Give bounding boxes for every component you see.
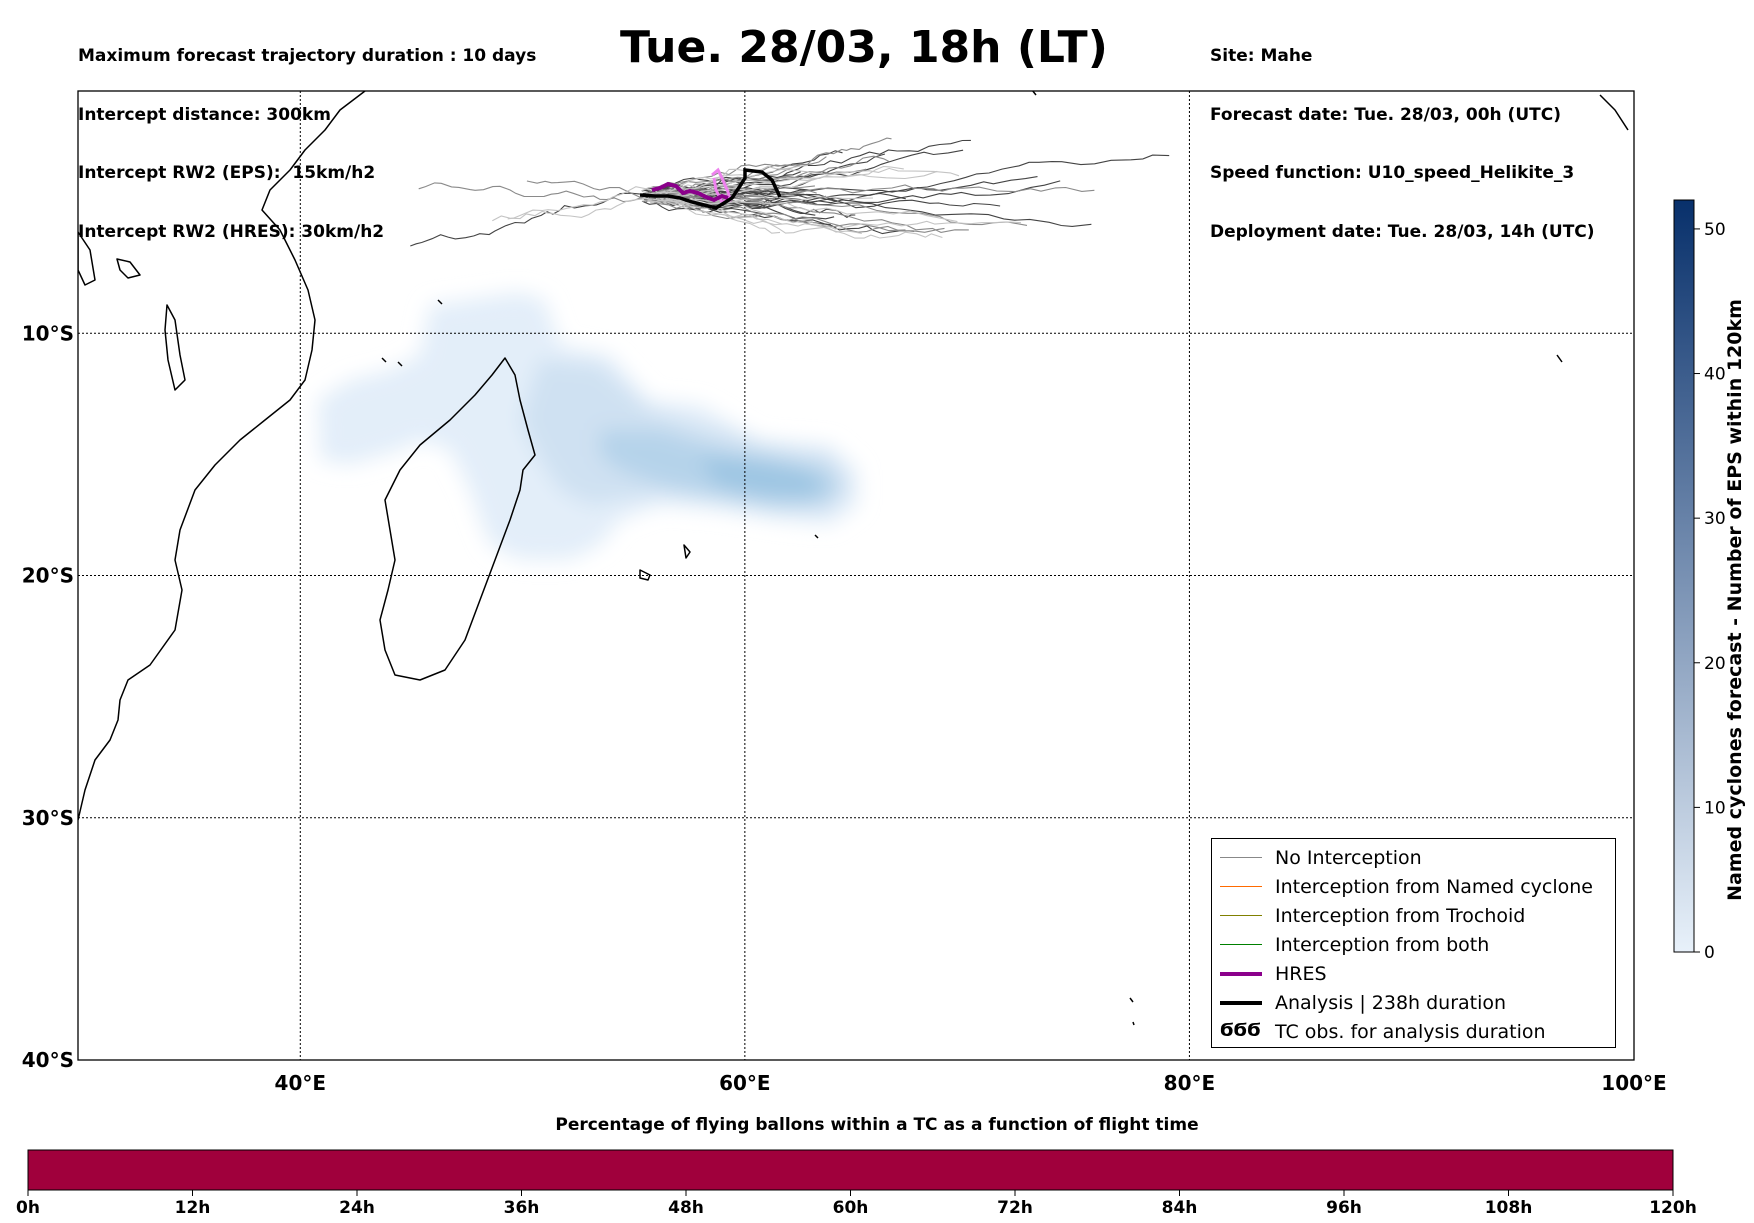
legend-item: Interception from both (1212, 932, 1615, 958)
colorbar-tick-label: 60h (833, 1198, 869, 1218)
legend-label: TC obs. for analysis duration (1275, 1021, 1546, 1043)
analysis-track (639, 168, 782, 210)
info-line: Intercept distance: 300km (78, 104, 331, 125)
trajectory-line (659, 170, 938, 200)
trajectory-line (492, 198, 653, 222)
trajectory-line (655, 190, 781, 234)
legend-swatch (1220, 915, 1262, 917)
colorbar-tick-label: 0 (1704, 943, 1715, 963)
flight-time-colorbar-title: Percentage of flying ballons within a TC… (555, 1115, 1199, 1135)
legend-label: Interception from Named cyclone (1275, 876, 1593, 898)
site-info: Site: Mahe Forecast date: Tue. 28/03, 00… (1210, 8, 1595, 262)
colorbar-tick-label: 72h (997, 1198, 1033, 1218)
legend-label: HRES (1275, 963, 1327, 985)
colorbar-tick-label: 36h (504, 1198, 540, 1218)
colorbar-tick-label: 10 (1704, 798, 1726, 818)
legend-swatch (1220, 857, 1262, 859)
legend-item: Interception from Trochoid (1212, 903, 1615, 929)
page-title: Tue. 28/03, 18h (LT) (620, 22, 1108, 73)
colorbar-tick-label: 0h (16, 1198, 40, 1218)
flight-time-colorbar: 0h 12h 24h 36h 48h 60h 72h 84h 96h 108h 120h (16, 1149, 1697, 1218)
legend-swatch (1220, 972, 1262, 976)
trajectory-line (655, 196, 783, 225)
colorbar-tick-label: 30 (1704, 509, 1726, 529)
colorbar-tick-label: 96h (1326, 1198, 1362, 1218)
colorbar-tick-label: 48h (668, 1198, 704, 1218)
trajectory-line (648, 167, 960, 195)
lon-tick-label: 80°E (1164, 1071, 1216, 1095)
info-line: Speed function: U10_speed_Helikite_3 (1210, 163, 1575, 183)
trajectory-line (654, 194, 969, 233)
info-line: Maximum forecast trajectory duration : 1… (78, 46, 537, 66)
latitude-labels: 10°S 20°S 30°S 40°S (22, 321, 74, 1072)
legend-swatch (1220, 886, 1262, 888)
lon-tick-label: 60°E (719, 1071, 771, 1095)
lat-tick-label: 30°S (22, 806, 74, 830)
trajectory-line (647, 199, 1022, 230)
colorbar-tick-label: 40 (1704, 365, 1726, 385)
map-legend: No Interception Interception from Named … (1211, 838, 1616, 1048)
density-colorbar: 0 10 20 30 40 50 (1673, 199, 1726, 963)
legend-item: Analysis | 238h duration (1212, 990, 1615, 1016)
trajectory-line (526, 180, 655, 199)
trajectory-line (645, 194, 874, 203)
colorbar-tick-label: 120h (1649, 1198, 1697, 1218)
colorbar-tick-label: 24h (339, 1198, 375, 1218)
longitude-labels: 40°E 60°E 80°E 100°E (275, 1071, 1667, 1095)
legend-item: HRES (1212, 961, 1615, 987)
colorbar-tick-label: 50 (1704, 220, 1726, 240)
trajectory-line (418, 182, 652, 203)
map-frame (77, 90, 1635, 1061)
colorbar-tick-label: 12h (175, 1198, 211, 1218)
colorbar-tick-label: 108h (1485, 1198, 1533, 1218)
info-line: Deployment date: Tue. 28/03, 14h (UTC) (1210, 221, 1595, 242)
lat-tick-label: 10°S (22, 321, 74, 345)
hres-track (651, 181, 729, 203)
lat-tick-label: 40°S (22, 1048, 74, 1072)
cyclone-density-area (318, 292, 858, 560)
legend-swatch (1220, 944, 1262, 946)
main-tracks (639, 167, 782, 210)
coastlines (78, 91, 1629, 1026)
density-colorbar-label: Named cyclones forecast - Number of EPS … (1724, 299, 1746, 901)
legend-label: Interception from both (1275, 934, 1490, 956)
lat-tick-label: 20°S (22, 564, 74, 588)
info-line: Forecast date: Tue. 28/03, 00h (UTC) (1210, 104, 1561, 125)
legend-label: No Interception (1275, 847, 1422, 869)
trajectory-line (410, 192, 641, 247)
info-line: Intercept RW2 (EPS): 15km/h2 (78, 163, 376, 183)
legend-label: Analysis | 238h duration (1275, 992, 1507, 1014)
legend-label: Interception from Trochoid (1275, 905, 1526, 927)
colorbar-tick-label: 20 (1704, 654, 1726, 674)
trajectory-line (507, 186, 653, 220)
legend-item: Interception from Named cyclone (1212, 874, 1615, 900)
map-grid (78, 91, 1634, 1060)
legend-item: ϬϬϬ TC obs. for analysis duration (1212, 1019, 1615, 1045)
tc-obs-icon: ϬϬϬ (1220, 1020, 1261, 1041)
legend-item: No Interception (1212, 845, 1615, 871)
trajectory-line (657, 196, 943, 239)
info-line: Site: Mahe (1210, 46, 1313, 66)
lon-tick-label: 40°E (275, 1071, 327, 1095)
forecast-parameters: Maximum forecast trajectory duration : 1… (78, 8, 536, 262)
legend-swatch (1220, 1001, 1262, 1005)
lon-tick-label: 100°E (1601, 1071, 1666, 1095)
colorbar-tick-label: 84h (1162, 1198, 1198, 1218)
tc-obs-track (711, 167, 732, 204)
info-line: Intercept RW2 (HRES): 30km/h2 (78, 221, 385, 242)
